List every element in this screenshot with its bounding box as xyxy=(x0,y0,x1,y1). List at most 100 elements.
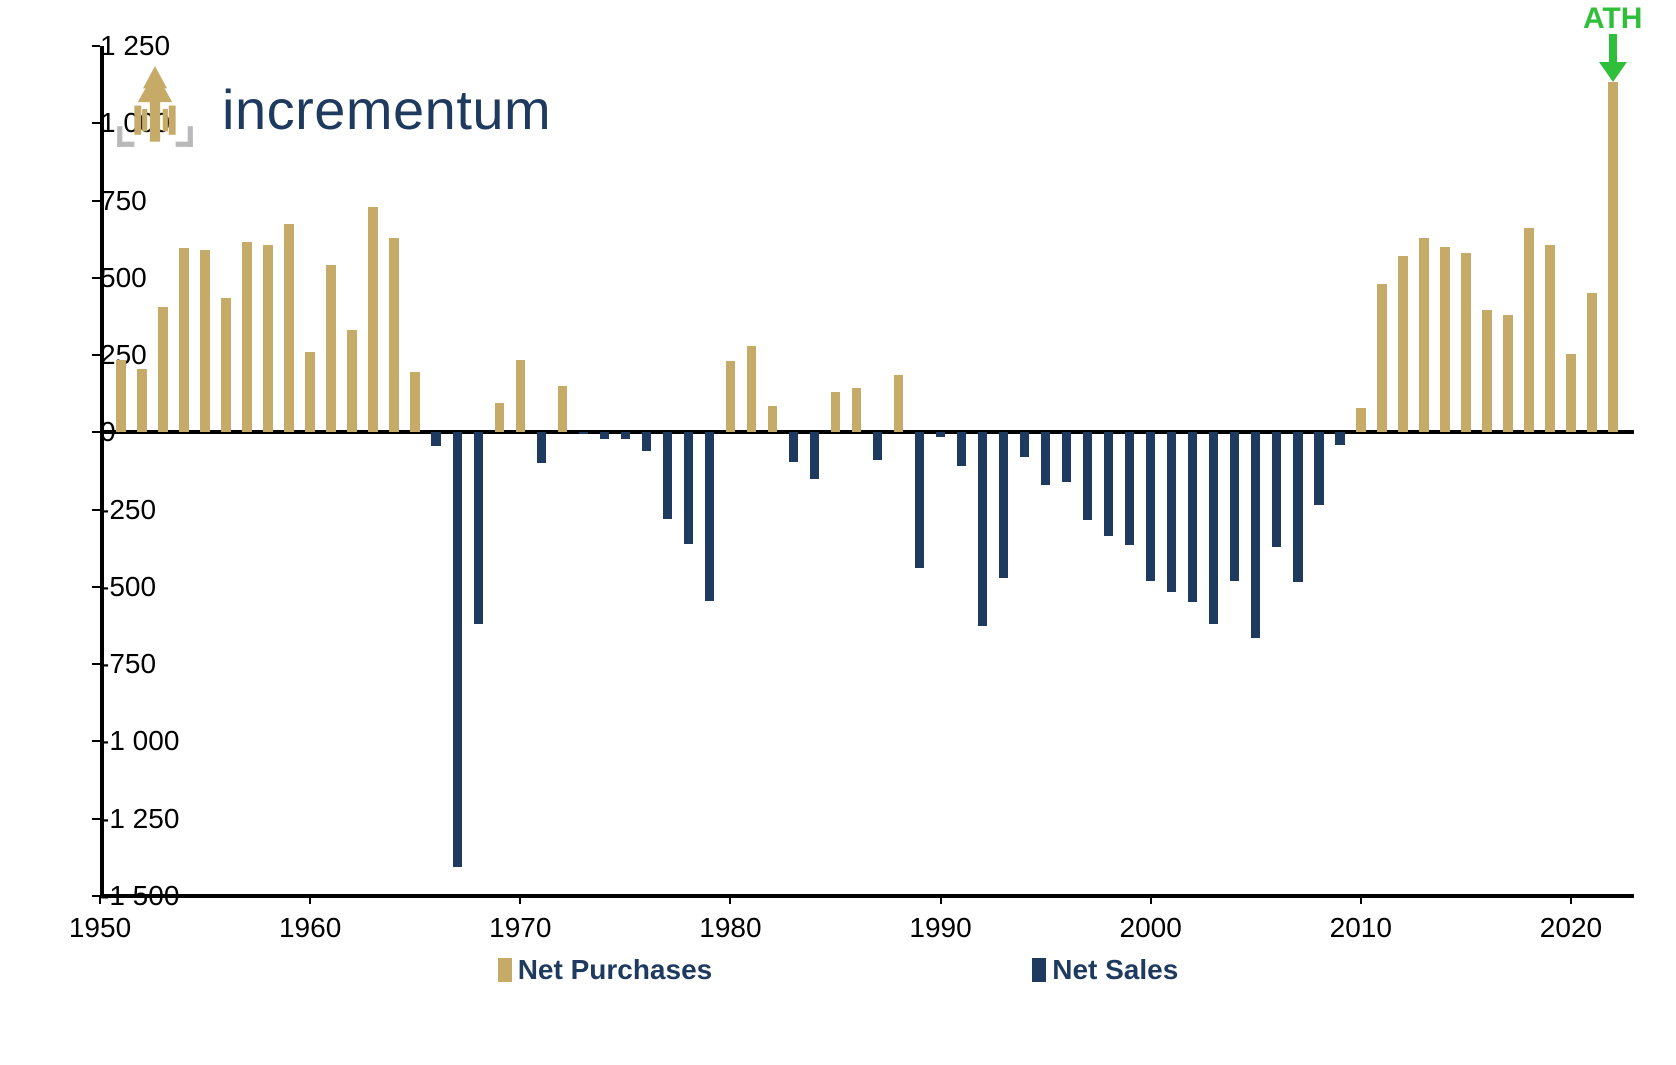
bar xyxy=(305,352,314,432)
bar xyxy=(894,375,903,432)
y-tick xyxy=(92,818,100,820)
bar xyxy=(1335,432,1344,444)
y-axis xyxy=(100,46,104,896)
y-tick-label: 1 250 xyxy=(100,30,108,62)
brand-logo-icon xyxy=(112,66,198,152)
y-tick-label: -1 250 xyxy=(100,803,108,835)
bar xyxy=(621,432,630,438)
bar xyxy=(158,307,167,432)
bar xyxy=(1146,432,1155,580)
brand: incrementum xyxy=(112,66,551,152)
bar xyxy=(1272,432,1281,546)
bar xyxy=(1293,432,1302,582)
bar xyxy=(1041,432,1050,485)
y-tick xyxy=(92,740,100,742)
bar xyxy=(1440,247,1449,432)
bar xyxy=(957,432,966,466)
bar xyxy=(453,432,462,866)
bar xyxy=(915,432,924,568)
x-tick-label: 1960 xyxy=(279,904,341,944)
y-tick-label: -250 xyxy=(100,494,108,526)
bar xyxy=(221,298,230,432)
legend-swatch xyxy=(498,958,512,982)
x-tick xyxy=(309,896,311,904)
y-tick xyxy=(92,431,100,433)
bar xyxy=(747,346,756,433)
bar xyxy=(389,238,398,433)
bar xyxy=(1461,253,1470,432)
annotation-ath-label: ATH xyxy=(1583,2,1642,36)
x-tick-label: 2010 xyxy=(1330,904,1392,944)
x-tick xyxy=(519,896,521,904)
bar xyxy=(431,432,440,446)
bar xyxy=(789,432,798,461)
x-tick xyxy=(1360,896,1362,904)
bar xyxy=(1566,354,1575,433)
y-tick xyxy=(92,509,100,511)
bar xyxy=(200,250,209,432)
x-tick-label: 1990 xyxy=(909,904,971,944)
bar xyxy=(1524,228,1533,432)
bar xyxy=(1587,293,1596,432)
bar xyxy=(1482,310,1491,432)
y-tick xyxy=(92,586,100,588)
plot-area: -1 500-1 250-1 000-750-500-2500250500750… xyxy=(0,0,1676,1065)
x-tick-label: 1950 xyxy=(69,904,131,944)
y-tick-label: 750 xyxy=(100,185,108,217)
bar xyxy=(326,265,335,432)
x-tick xyxy=(99,896,101,904)
bar xyxy=(642,432,651,451)
y-tick-label: -750 xyxy=(100,648,108,680)
x-tick xyxy=(1570,896,1572,904)
x-tick xyxy=(940,896,942,904)
y-tick xyxy=(92,354,100,356)
bar xyxy=(368,207,377,433)
x-axis-bottom xyxy=(100,894,1634,898)
bar xyxy=(1125,432,1134,545)
x-tick-label: 2020 xyxy=(1540,904,1602,944)
y-tick-label: 250 xyxy=(100,339,108,371)
bar xyxy=(263,245,272,432)
bar xyxy=(284,224,293,433)
bar xyxy=(663,432,672,519)
bar xyxy=(242,242,251,432)
bar xyxy=(410,372,419,432)
bar xyxy=(516,360,525,433)
y-tick xyxy=(92,122,100,124)
bar xyxy=(810,432,819,478)
bar xyxy=(600,432,609,438)
legend-swatch xyxy=(1032,958,1046,982)
brand-text: incrementum xyxy=(222,77,551,142)
bar xyxy=(579,432,588,434)
bar xyxy=(1188,432,1197,602)
legend-label: Net Sales xyxy=(1052,954,1178,986)
y-tick xyxy=(92,663,100,665)
bar xyxy=(1503,315,1512,432)
bar xyxy=(179,248,188,432)
bar xyxy=(495,403,504,432)
bar xyxy=(1377,284,1386,432)
bar xyxy=(1398,256,1407,432)
legend-item: Net Sales xyxy=(1032,954,1178,986)
bar xyxy=(852,388,861,433)
x-tick xyxy=(1150,896,1152,904)
bar xyxy=(768,406,777,432)
x-tick-label: 2000 xyxy=(1120,904,1182,944)
bar xyxy=(1167,432,1176,591)
bar xyxy=(1314,432,1323,505)
y-tick-label: 0 xyxy=(100,416,108,448)
bar xyxy=(1020,432,1029,457)
bar xyxy=(873,432,882,460)
bar xyxy=(537,432,546,463)
legend-label: Net Purchases xyxy=(518,954,713,986)
y-tick-label: 500 xyxy=(100,262,108,294)
legend: Net Purchases Net Sales xyxy=(0,954,1676,986)
chart-page: -1 500-1 250-1 000-750-500-2500250500750… xyxy=(0,0,1676,1065)
legend-item: Net Purchases xyxy=(498,954,713,986)
annotation-ath-arrow-icon xyxy=(1595,34,1631,84)
bar xyxy=(1419,238,1428,433)
bar xyxy=(137,369,146,432)
bar xyxy=(1545,245,1554,432)
y-tick-label: 1 000 xyxy=(100,107,108,139)
bar xyxy=(347,330,356,432)
